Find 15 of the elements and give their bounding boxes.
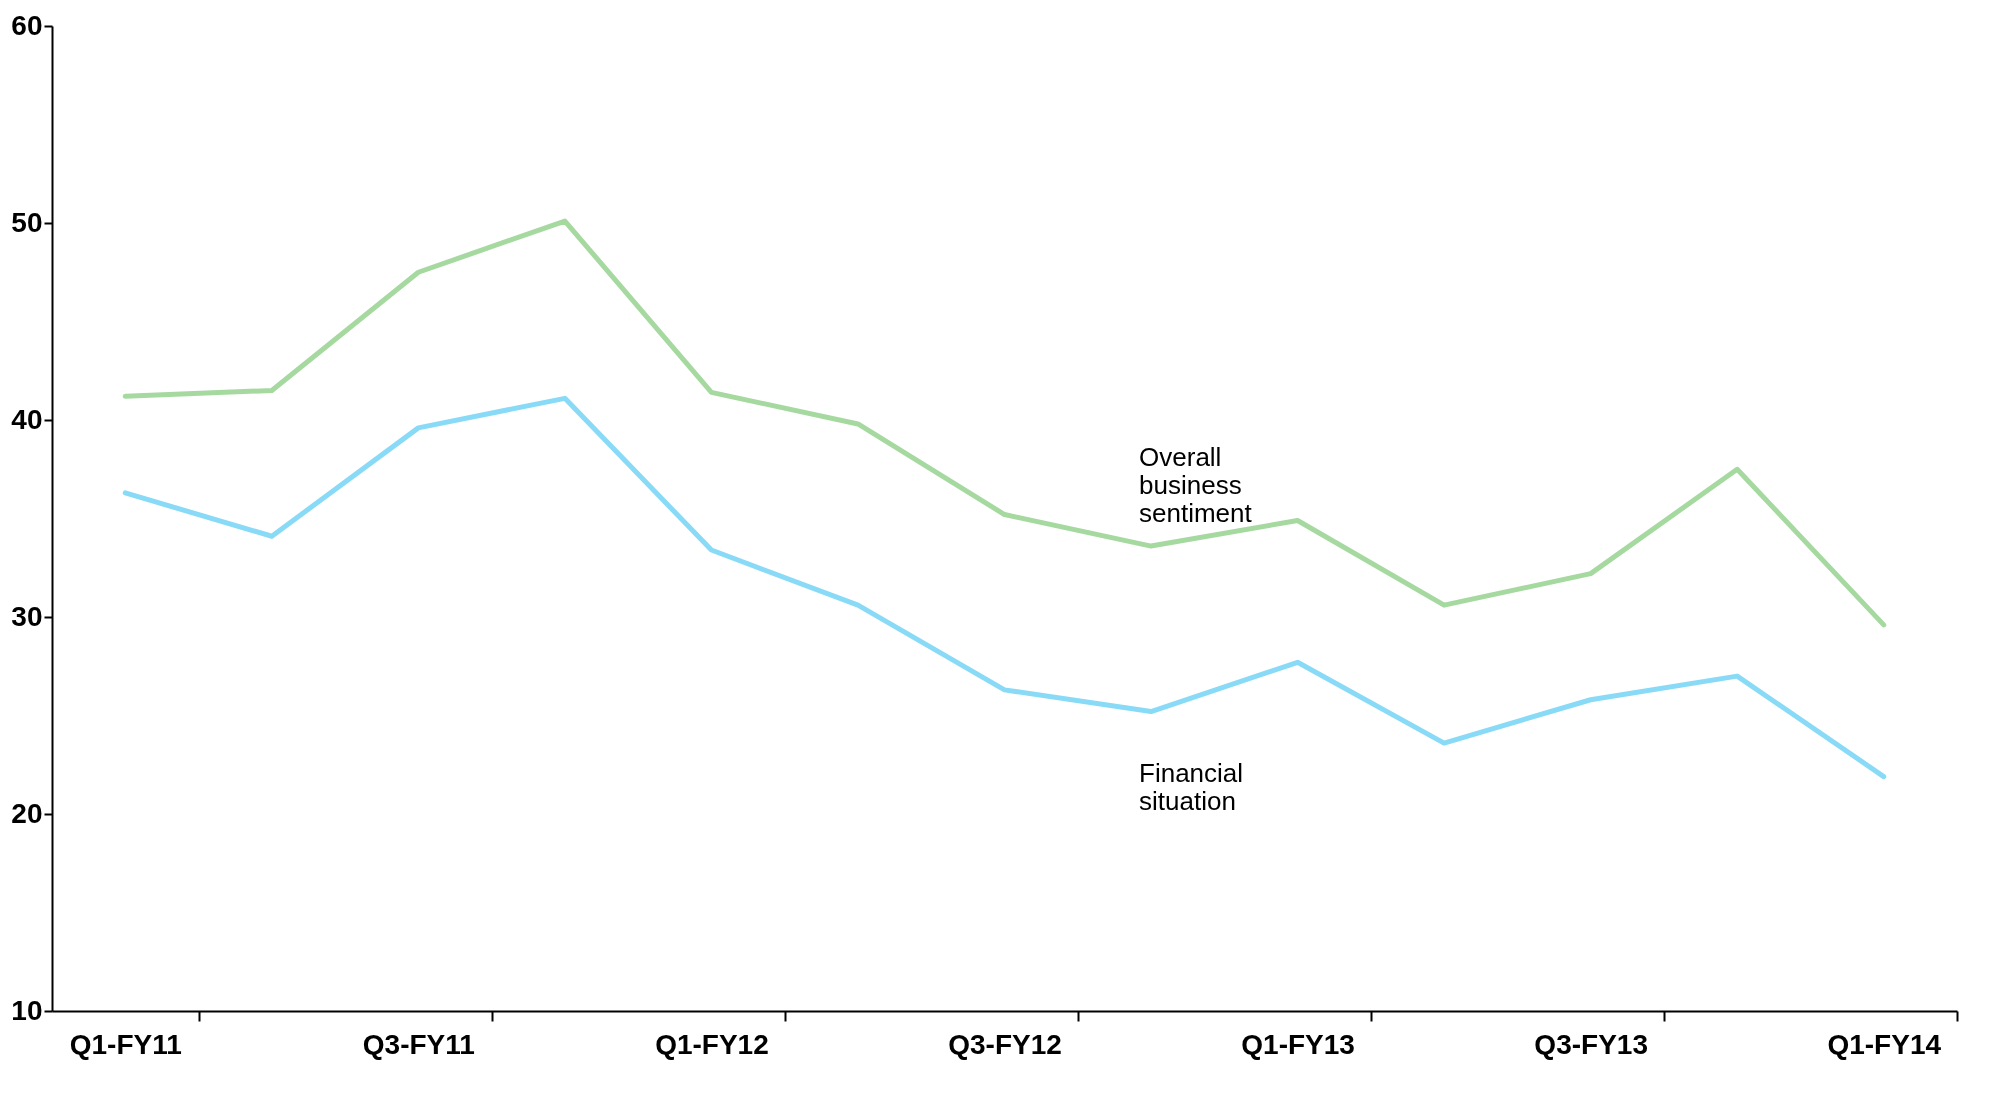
x-tick-label: Q3-FY13 <box>1534 1028 1648 1060</box>
y-tick-label: 30 <box>11 600 43 632</box>
series-label: Overall business sentiment <box>1139 442 1253 529</box>
y-tick-label: 10 <box>11 994 43 1026</box>
x-tick-label: Q3-FY11 <box>362 1028 475 1060</box>
y-tick-label: 50 <box>11 206 43 238</box>
y-tick-label: 40 <box>11 403 43 435</box>
y-tick-label: 60 <box>11 9 43 41</box>
y-tick-label: 20 <box>11 797 43 829</box>
x-tick-label: Q1-FY14 <box>1827 1028 1942 1060</box>
x-tick-label: Q1-FY11 <box>69 1028 182 1060</box>
x-tick-label: Q1-FY12 <box>655 1028 769 1060</box>
series-label: Financial situation <box>1139 757 1244 816</box>
x-tick-label: Q1-FY13 <box>1241 1028 1355 1060</box>
x-tick-label: Q3-FY12 <box>948 1028 1062 1060</box>
